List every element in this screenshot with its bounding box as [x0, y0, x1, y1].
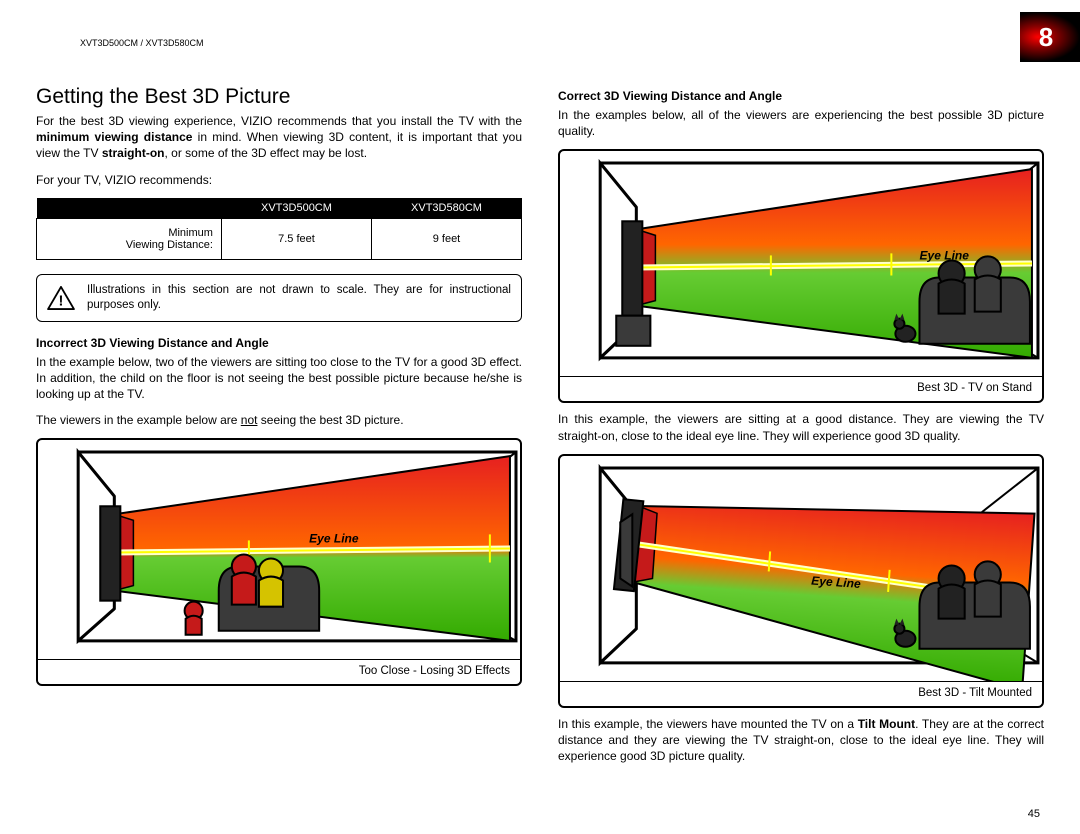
eye-line-label-1: Eye Line: [309, 532, 359, 546]
diagram-too-close-caption: Too Close - Losing 3D Effects: [38, 659, 520, 682]
row-label-line1: Minimum: [168, 227, 213, 239]
intro-part-1: For the best 3D viewing experience, VIZI…: [36, 114, 522, 128]
svg-text:!: !: [59, 293, 64, 309]
left-column: Getting the Best 3D Picture For the best…: [36, 85, 522, 774]
incorrect-p2: The viewers in the example below are not…: [36, 412, 522, 428]
table-val2: 9 feet: [371, 218, 521, 259]
diagram-best-stand-svg: Eye Line: [560, 151, 1042, 376]
page-number-tab: 8: [1020, 12, 1080, 62]
section-title: Getting the Best 3D Picture: [36, 85, 522, 109]
end-paragraph: In this example, the viewers have mounte…: [558, 716, 1044, 765]
header-model-text: XVT3D500CM / XVT3D580CM: [80, 38, 204, 48]
incorrect-p2-not: not: [241, 413, 258, 427]
incorrect-p1: In the example below, two of the viewers…: [36, 354, 522, 403]
table-col2-header: XVT3D580CM: [371, 198, 521, 219]
end-p-bold: Tilt Mount: [858, 717, 915, 731]
recommends-line: For your TV, VIZIO recommends:: [36, 172, 522, 188]
diagram-best-tilt-svg: Eye Line: [560, 456, 1042, 681]
end-p-a: In this example, the viewers have mounte…: [558, 717, 858, 731]
diagram-best-stand: Eye Line Best 3D - TV on Stand: [558, 149, 1044, 403]
intro-paragraph: For the best 3D viewing experience, VIZI…: [36, 113, 522, 162]
correct-intro: In the examples below, all of the viewer…: [558, 107, 1044, 139]
row-label-line2: Viewing Distance:: [126, 239, 213, 251]
diagram-too-close-svg: Eye Line: [38, 440, 520, 659]
warning-icon: !: [47, 286, 75, 310]
diagram-best-stand-caption: Best 3D - TV on Stand: [560, 376, 1042, 399]
intro-bold-2: straight-on: [102, 146, 165, 160]
mid-paragraph: In this example, the viewers are sitting…: [558, 411, 1044, 443]
diagram-best-tilt: Eye Line Best 3D - Tilt Mounted: [558, 454, 1044, 708]
viewing-distance-table: XVT3D500CM XVT3D580CM Minimum Viewing Di…: [36, 198, 522, 260]
correct-heading: Correct 3D Viewing Distance and Angle: [558, 89, 1044, 103]
incorrect-heading: Incorrect 3D Viewing Distance and Angle: [36, 336, 522, 350]
incorrect-p2-a: The viewers in the example below are: [36, 413, 241, 427]
table-row-label: Minimum Viewing Distance:: [37, 218, 222, 259]
table-val1: 7.5 feet: [221, 218, 371, 259]
right-column: Correct 3D Viewing Distance and Angle In…: [558, 85, 1044, 774]
eye-line-label-2: Eye Line: [919, 249, 969, 263]
warning-text: Illustrations in this section are not dr…: [87, 283, 511, 313]
intro-bold-1: minimum viewing distance: [36, 130, 192, 144]
table-col1-header: XVT3D500CM: [221, 198, 371, 219]
diagram-best-tilt-caption: Best 3D - Tilt Mounted: [560, 681, 1042, 704]
table-blank-header: [37, 198, 222, 219]
footer-page-number: 45: [1028, 808, 1040, 820]
content-columns: Getting the Best 3D Picture For the best…: [36, 85, 1044, 774]
intro-part-3: , or some of the 3D effect may be lost.: [164, 146, 367, 160]
diagram-too-close: Eye Line Too Close - Losing 3D Effects: [36, 438, 522, 686]
incorrect-p2-b: seeing the best 3D picture.: [257, 413, 403, 427]
warning-box: ! Illustrations in this section are not …: [36, 274, 522, 322]
